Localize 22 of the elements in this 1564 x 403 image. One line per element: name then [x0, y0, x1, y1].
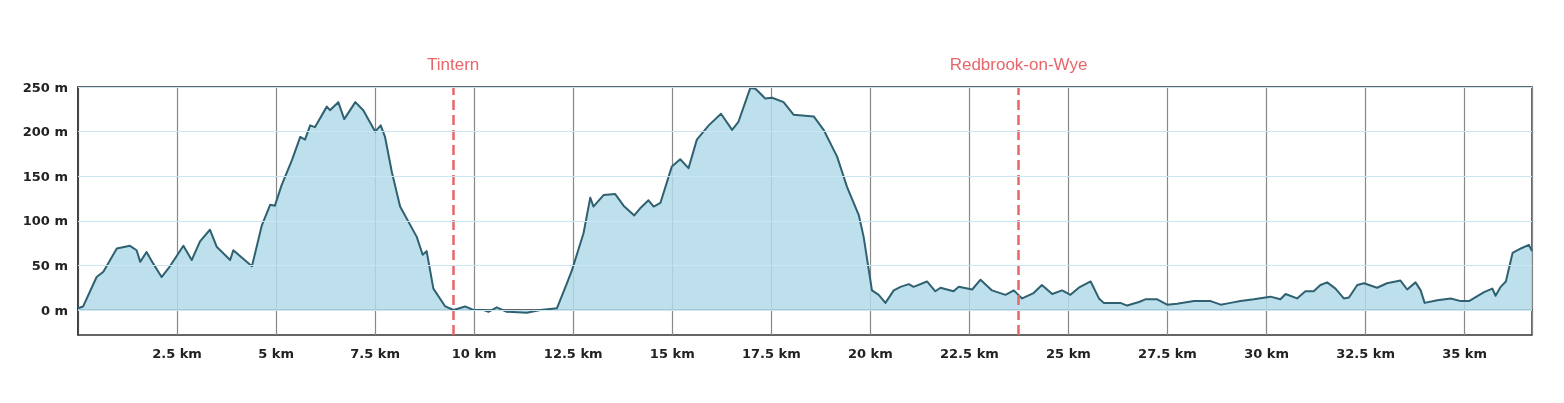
x-tick-label: 20 km: [847, 346, 893, 361]
x-tick-label: 32.5 km: [1336, 346, 1395, 361]
x-tick-label: 35 km: [1442, 346, 1488, 361]
ref-line-label: Tintern: [427, 55, 480, 74]
x-tick-label: 17.5 km: [741, 346, 801, 361]
x-tick-label: 15 km: [649, 346, 695, 361]
y-tick-label: 50 m: [31, 257, 68, 273]
x-tick-label: 25 km: [1046, 346, 1091, 361]
y-tick-label: 250 m: [22, 79, 68, 95]
x-tick-label: 2.5 km: [152, 346, 202, 361]
x-tick-label: 12.5 km: [543, 346, 603, 361]
x-tick-label: 22.5 km: [940, 346, 999, 361]
y-tick-label: 150 m: [22, 168, 68, 184]
x-tick-label: 7.5 km: [350, 346, 401, 361]
x-tick-label: 5 km: [258, 346, 294, 361]
y-tick-label: 0 m: [40, 302, 68, 318]
x-tick-label: 30 km: [1244, 346, 1289, 361]
y-tick-label: 200 m: [22, 124, 68, 140]
x-tick-label: 10 km: [451, 346, 497, 361]
y-tick-label: 100 m: [22, 213, 68, 229]
ref-line-label: Redbrook-on-Wye: [949, 55, 1088, 74]
x-tick-label: 27.5 km: [1138, 346, 1197, 361]
